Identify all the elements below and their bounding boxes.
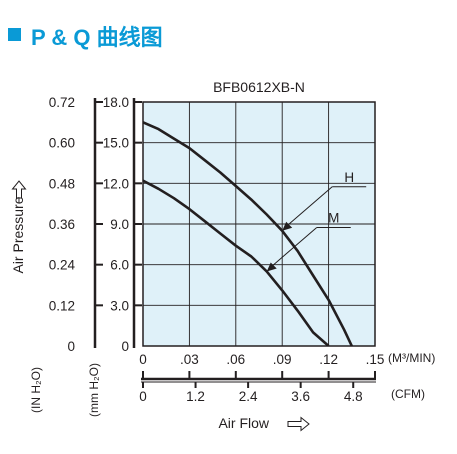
y-tick-label: 15.0 — [103, 136, 129, 151]
x2-tick-label: 3.6 — [291, 389, 310, 404]
y2-tick-label: 0.36 — [49, 217, 75, 232]
y-unit-outer: (IN H₂O) — [29, 367, 43, 413]
series-name-M: M — [328, 210, 339, 225]
grid — [143, 102, 375, 346]
y-tick-label: 18.0 — [103, 95, 129, 110]
x-tick-label: 0 — [139, 352, 147, 367]
y2-tick-label: 0.72 — [49, 95, 75, 110]
plot-frame — [142, 101, 376, 347]
x-axis-title: Air Flow — [218, 415, 269, 431]
air-pressure-arrow-icon — [11, 180, 27, 199]
leader-arrowhead-M — [266, 262, 277, 272]
series-line-H — [143, 121, 353, 346]
series-name-H: H — [344, 170, 354, 185]
axes: 003.00.126.00.249.00.3612.00.4815.00.601… — [49, 95, 385, 404]
x2-tick-label: 2.4 — [239, 389, 258, 404]
air-flow-arrow-icon — [287, 416, 310, 432]
leader-line-M — [272, 227, 318, 266]
y-tick-label: 12.0 — [103, 176, 129, 191]
x-tick-label: .03 — [180, 352, 199, 367]
x-tick-label: .09 — [273, 352, 292, 367]
series-label-M: M — [266, 210, 351, 272]
x-unit-primary: (M³/MIN) — [388, 351, 435, 365]
series-label-H: H — [282, 170, 367, 231]
x-tick-label: .12 — [319, 352, 338, 367]
x-tick-label: .06 — [226, 352, 245, 367]
leader-line-H — [287, 186, 333, 226]
header-title: P & Q 曲线图 — [31, 25, 163, 50]
y-axis-title: Air Pressure — [10, 196, 26, 273]
x2-tick-label: 1.2 — [186, 389, 205, 404]
chart-title: BFB0612XB-N — [213, 79, 305, 95]
leader-arrowhead-H — [282, 221, 293, 231]
x-unit-secondary: (CFM) — [391, 387, 425, 401]
y-unit-inner: (mm H₂O) — [87, 363, 101, 417]
y-tick-label: 9.0 — [110, 217, 129, 232]
y2-tick-label: 0.24 — [49, 258, 76, 273]
x-tick-label: .15 — [366, 352, 385, 367]
x2-tick-label: 0 — [139, 389, 147, 404]
y2-tick-label: 0 — [67, 339, 75, 354]
y2-tick-label: 0.12 — [49, 298, 75, 313]
y-tick-label: 0 — [121, 339, 129, 354]
series-line-M — [143, 179, 330, 346]
y2-tick-label: 0.48 — [49, 176, 75, 191]
header-square-bullet — [8, 28, 21, 41]
x2-tick-label: 4.8 — [344, 389, 363, 404]
series-layer — [143, 121, 353, 346]
y-tick-label: 3.0 — [110, 298, 129, 313]
y2-tick-label: 0.60 — [49, 136, 75, 151]
y-tick-label: 6.0 — [110, 258, 129, 273]
